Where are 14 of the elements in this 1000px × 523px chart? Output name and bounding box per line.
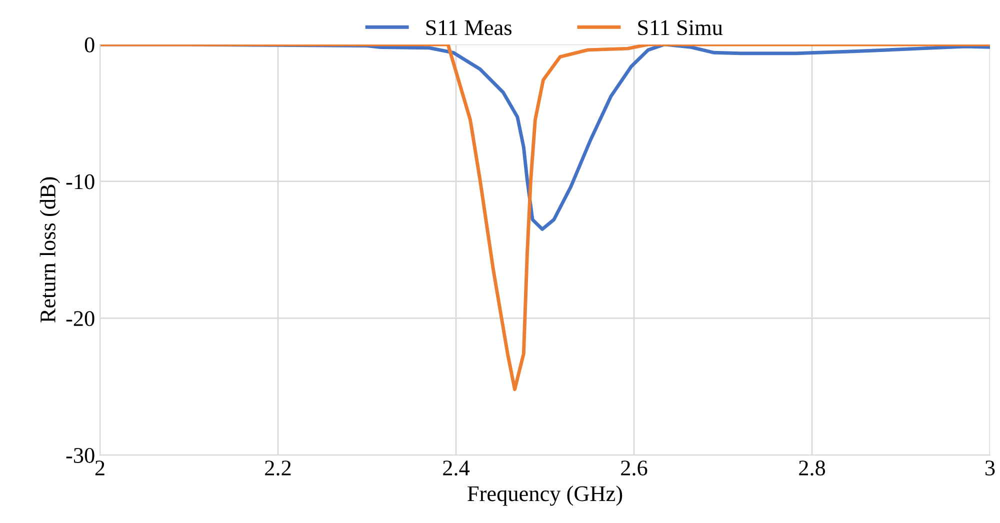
y-tick-label: -30 (66, 448, 94, 463)
y-tick-label: -20 (66, 311, 94, 326)
x-tick-label: 2.8 (799, 460, 826, 476)
legend-label: S11 Meas (426, 20, 512, 36)
x-tick-label: 3 (986, 460, 995, 476)
x-tick-label: 2 (95, 460, 104, 476)
x-tick-label: 2.4 (443, 460, 470, 476)
x-axis-title: Frequency (GHz) (468, 486, 622, 506)
legend-label: S11 Simu (638, 20, 723, 36)
y-tick-label: 0 (84, 37, 94, 52)
y-tick-label: -10 (66, 174, 94, 190)
x-tick-label: 2.2 (265, 460, 291, 476)
y-axis-title: Return loss (dB) (40, 177, 60, 323)
x-tick-label: 2.6 (621, 460, 648, 476)
